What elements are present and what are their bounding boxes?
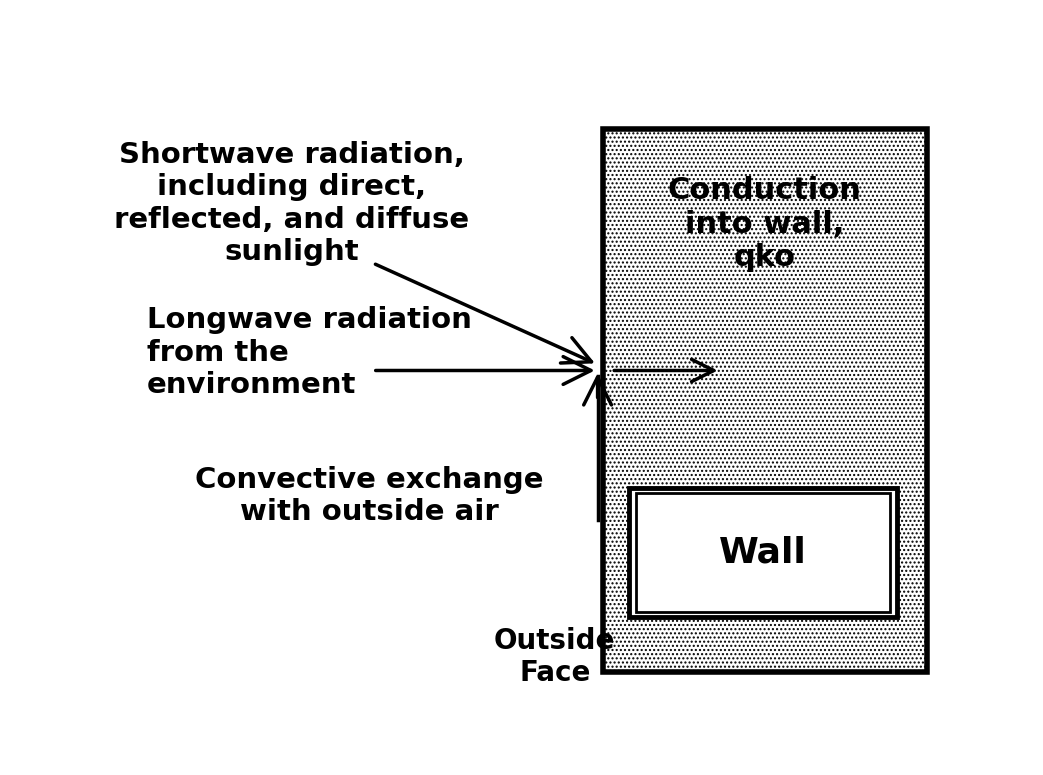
- Bar: [629, 488, 897, 617]
- Text: Shortwave radiation,
including direct,
reflected, and diffuse
sunlight: Shortwave radiation, including direct, r…: [115, 141, 469, 266]
- Bar: [635, 493, 890, 612]
- Text: Convective exchange
with outside air: Convective exchange with outside air: [195, 466, 543, 526]
- Bar: [603, 129, 926, 672]
- Text: Outside
Face: Outside Face: [494, 627, 615, 687]
- Text: Longwave radiation
from the
environment: Longwave radiation from the environment: [146, 306, 471, 399]
- Text: Wall: Wall: [719, 536, 807, 570]
- Text: Conduction
into wall,
qko: Conduction into wall, qko: [668, 176, 862, 272]
